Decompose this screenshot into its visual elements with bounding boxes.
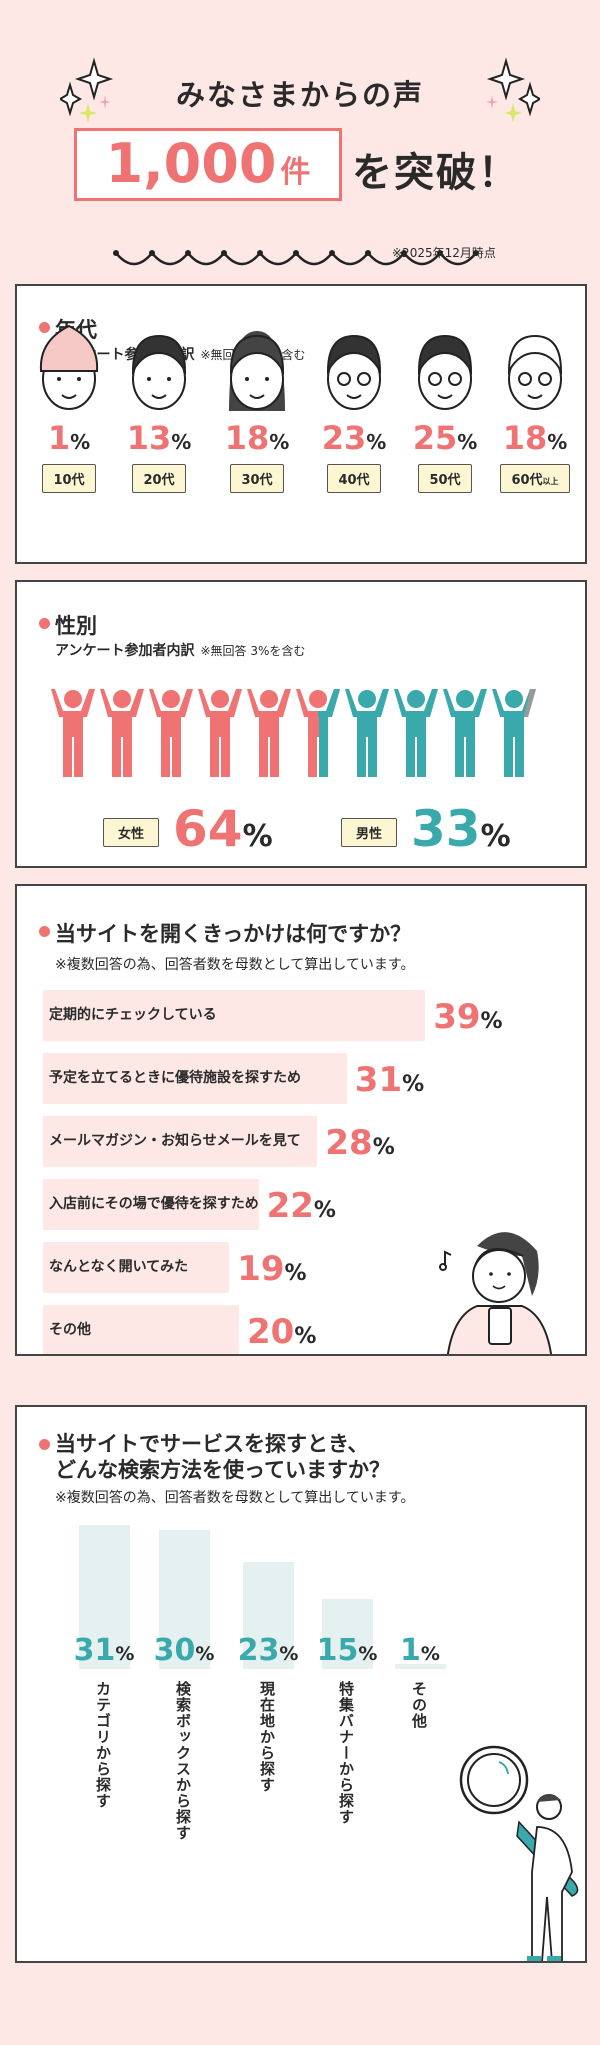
- reason-bar-value: 28%: [325, 1123, 395, 1163]
- face-avatar-icon: [507, 334, 563, 410]
- count-suffix: を突破！: [352, 150, 520, 196]
- person-figure: [443, 689, 487, 777]
- reason-bar: メールマガジン・お知らせメールを見て: [43, 1116, 318, 1167]
- search-bar: [243, 1562, 294, 1669]
- search-bar-label: 特集バナーから探す: [337, 1681, 355, 1825]
- search-bar-value: 15%: [316, 1633, 378, 1668]
- search-bar: [395, 1664, 446, 1669]
- search-bar-label: カテゴリから探す: [94, 1681, 112, 1809]
- search-panel: 当サイトでサービスを探すとき、 どんな検索方法を使っていますか？ ※複数回答の為、…: [15, 1405, 587, 1963]
- page-title: みなさまからの声: [175, 78, 424, 112]
- search-note: ※複数回答の為、回答者数を母数として算出しています。: [55, 1490, 415, 1506]
- gender-people-chart: [51, 689, 536, 777]
- person-figure: [51, 689, 95, 777]
- age-group-3: 23% 40代: [309, 321, 399, 493]
- woman-with-phone-illustration: [439, 1232, 553, 1354]
- female-percent: 64%: [173, 800, 273, 858]
- reason-bar: その他: [43, 1305, 239, 1354]
- age-group-2: 18% 30代: [212, 321, 302, 493]
- age-percent: 18%: [224, 419, 290, 457]
- age-label: 40代: [327, 464, 381, 493]
- person-figure: [198, 689, 242, 777]
- search-bar: [159, 1529, 210, 1669]
- reason-bar-value: 31%: [354, 1060, 425, 1100]
- age-group-0: 1% 10代: [24, 321, 114, 493]
- reason-panel: 当サイトを開くきっかけは何ですか？ ※複数回答の為、回答者数を母数として算出して…: [15, 884, 587, 1356]
- reason-bar: 予定を立てるときに優待施設を探すため: [43, 1053, 347, 1104]
- face-avatar-icon: [229, 331, 285, 411]
- search-bar: [322, 1599, 373, 1669]
- reason-bar-value: 20%: [247, 1312, 317, 1352]
- count-box: 1,000 件: [74, 128, 342, 201]
- search-bar-label: 現在地から探す: [258, 1681, 276, 1793]
- man-with-magnifier-illustration: [459, 1745, 579, 1961]
- age-percent: 1%: [47, 419, 91, 457]
- sparkle-icon: [486, 57, 540, 123]
- age-group-4: 25% 50代: [400, 321, 490, 493]
- reason-bar: なんとなく開いてみた: [43, 1242, 230, 1293]
- gender-panel: 性別 アンケート参加者内訳 ※無回答 3%を含む 女性 64% 男性 33%: [15, 580, 587, 868]
- female-label: 女性: [103, 818, 160, 847]
- age-label: 30代: [230, 464, 284, 493]
- search-bar: [79, 1524, 130, 1669]
- age-percent: 13%: [126, 419, 192, 457]
- reason-note: ※複数回答の為、回答者数を母数として算出しています。: [55, 957, 415, 973]
- reason-bar-label: その他: [49, 1322, 91, 1338]
- count-unit: 件: [280, 155, 311, 190]
- search-bar-value: 30%: [153, 1633, 215, 1668]
- reason-bar: 定期的にチェックしている: [43, 990, 426, 1041]
- face-avatar-icon: [131, 334, 187, 410]
- person-figure: [345, 689, 389, 777]
- age-group-5: 18% 60代以上: [490, 321, 580, 493]
- date-note: ※2025年12月時点: [392, 246, 496, 260]
- person-figure: [149, 689, 193, 777]
- person-figure: [296, 689, 340, 777]
- reason-bar-label: 定期的にチェックしている: [49, 1007, 217, 1023]
- reason-bar-label: 予定を立てるときに優待施設を探すため: [49, 1070, 301, 1086]
- age-label: 10代: [42, 464, 96, 493]
- reason-bar-value: 19%: [237, 1249, 307, 1289]
- gender-subtitle: アンケート参加者内訳 ※無回答 3%を含む: [55, 643, 306, 659]
- reason-bar-label: メールマガジン・お知らせメールを見て: [49, 1133, 301, 1149]
- age-panel: 年代 アンケート参加者内訳※無回答 1%を含む 1% 10代 13% 20代 1…: [15, 284, 587, 564]
- reason-bar: 入店前にその場で優待を探すため: [43, 1179, 259, 1230]
- reason-bar-value: 22%: [266, 1186, 336, 1226]
- scallop-divider: [113, 250, 479, 266]
- face-avatar-icon: [326, 334, 382, 410]
- search-bar-value: 1%: [400, 1633, 440, 1668]
- search-bar-value: 31%: [73, 1633, 135, 1668]
- gender-title: 性別: [39, 610, 97, 640]
- age-group-1: 13% 20代: [114, 321, 204, 493]
- age-percent: 18%: [502, 419, 568, 457]
- search-bar-label: 検索ボックスから探す: [174, 1681, 192, 1841]
- age-label: 20代: [132, 464, 186, 493]
- age-label: 50代: [418, 464, 472, 493]
- search-bar-label: その他: [410, 1681, 428, 1729]
- count-value: 1,000: [105, 132, 277, 195]
- age-percent: 25%: [412, 419, 478, 457]
- male-percent: 33%: [411, 800, 511, 858]
- person-figure: [247, 689, 291, 777]
- reason-title: 当サイトを開くきっかけは何ですか？: [39, 918, 411, 948]
- face-avatar-icon: [39, 324, 99, 410]
- search-bar-value: 23%: [237, 1633, 299, 1668]
- male-label: 男性: [341, 818, 398, 847]
- person-figure: [394, 689, 438, 777]
- reason-bar-label: なんとなく開いてみた: [49, 1259, 189, 1275]
- person-figure: [492, 689, 536, 777]
- person-figure: [100, 689, 144, 777]
- reason-bar-value: 39%: [433, 997, 503, 1037]
- age-label: 60代以上: [500, 464, 570, 493]
- search-title: 当サイトでサービスを探すとき、 どんな検索方法を使っていますか？: [39, 1431, 390, 1483]
- sparkle-icon: [60, 57, 114, 123]
- age-percent: 23%: [321, 419, 387, 457]
- reason-bar-label: 入店前にその場で優待を探すため: [49, 1196, 259, 1212]
- face-avatar-icon: [417, 334, 473, 410]
